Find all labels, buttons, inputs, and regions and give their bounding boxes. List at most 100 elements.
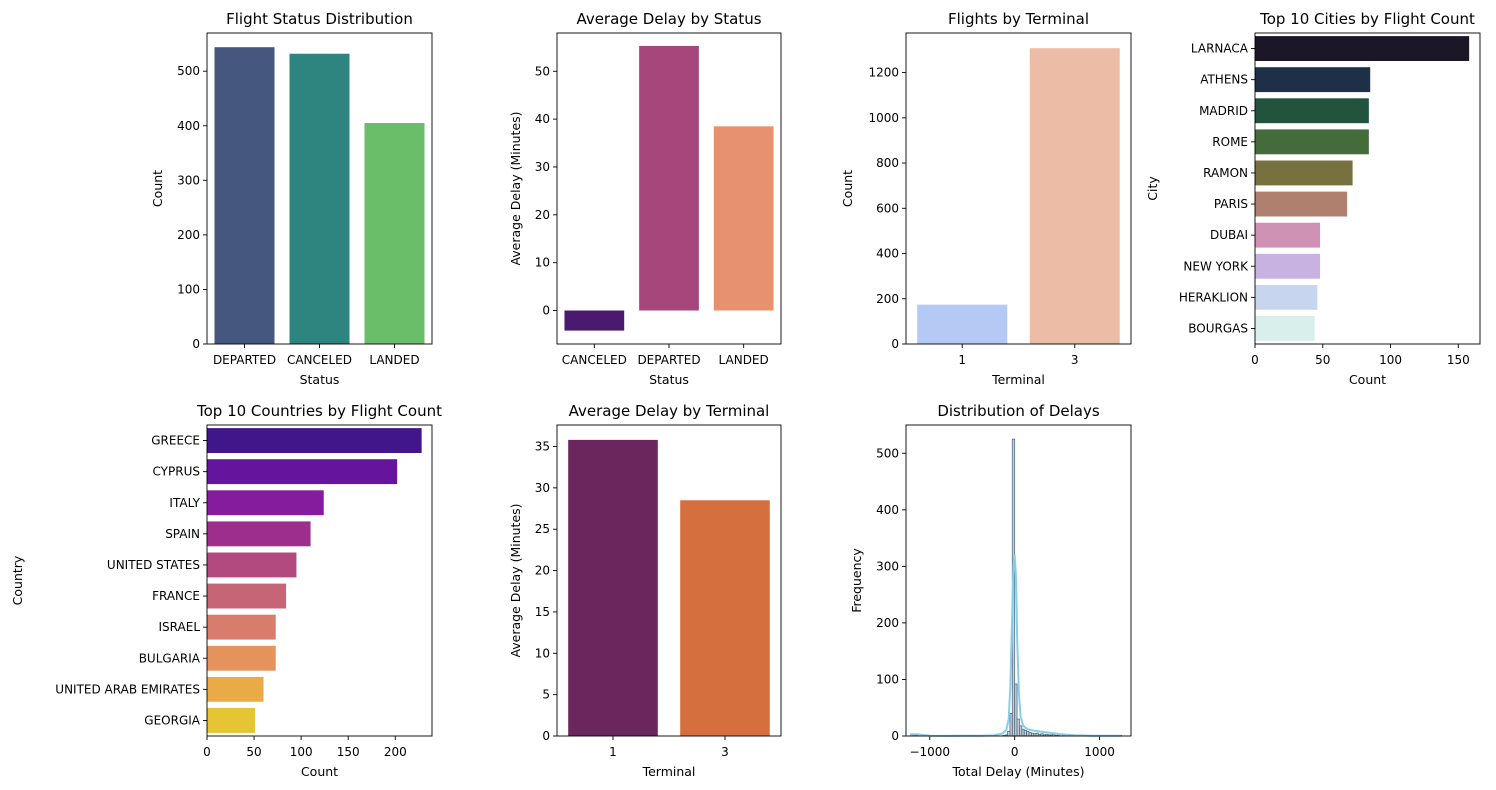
y-tick-label: NEW YORK [1183,259,1249,273]
chart-title: Flights by Terminal [948,10,1089,28]
axes-frame [206,32,433,345]
x-tick-label: 50 [246,745,261,759]
y-tick-label: 100 [876,672,899,686]
bar [207,552,297,578]
y-tick-label: 0 [891,729,899,743]
chart-title: Distribution of Delays [937,402,1100,420]
y-tick-label: 30 [535,160,550,174]
bar [713,126,774,311]
bar [214,47,275,344]
y-tick-label: PARIS [1214,197,1248,211]
y-tick-label: 0 [891,337,899,351]
bar [1255,191,1348,217]
y-tick-label: ISRAEL [159,620,201,634]
chart-title: Flight Status Distribution [226,10,413,28]
y-tick-label: DUBAI [1210,228,1248,242]
chart-title: Average Delay by Terminal [569,402,770,420]
y-tick-label: HERAKLION [1179,290,1248,304]
bar [207,521,311,547]
bar [1255,284,1318,310]
y-tick-label: CYPRUS [153,465,200,479]
x-tick-label: 150 [337,745,360,759]
y-axis-label: Frequency [849,548,864,613]
y-tick-label: 500 [876,446,899,460]
x-tick-label: 3 [1071,353,1079,367]
y-tick-label: 50 [535,64,550,78]
y-tick-label: 200 [177,228,200,242]
bar [364,123,425,345]
y-tick-label: 25 [535,522,550,536]
subplot-delay_distribution: 0 100 200 300 400 500 −1000 0 1000 Distribution o… [849,402,1132,779]
x-tick-label: LANDED [369,353,419,367]
subplot-top_countries: 0 50 100 150 200 GREECE CYPRUS ITALY SPAIN UNITED… [10,402,442,779]
bar [564,310,625,331]
chart-title: Top 10 Cities by Flight Count [1259,10,1475,28]
x-tick-label: DEPARTED [213,353,276,367]
bar [1255,160,1353,186]
y-tick-label: 300 [177,173,200,187]
y-tick-label: 100 [177,282,200,296]
y-tick-label: 800 [876,156,899,170]
y-axis-label: Average Delay (Minutes) [508,503,523,657]
x-axis-label: Terminal [642,764,696,779]
subplot-top_cities: 0 50 100 150 LARNACA ATHENS MADRID ROME RAMON PAR… [1145,10,1481,387]
bar [207,490,324,516]
bar [1255,222,1321,248]
x-tick-label: 0 [1011,745,1019,759]
y-tick-label: 5 [542,688,550,702]
x-tick-label: CANCELED [562,353,627,367]
y-tick-label: 0 [542,304,550,318]
bar [207,645,276,671]
bar [207,676,264,702]
axes-frame [206,424,433,737]
bar [1029,48,1120,345]
bar [639,45,699,311]
y-tick-label: 0 [542,729,550,743]
y-axis-label: Country [10,555,25,605]
x-tick-label: 100 [1379,353,1402,367]
y-tick-label: 15 [535,605,550,619]
bar [680,500,770,736]
y-tick-label: 1000 [868,111,899,125]
x-axis-label: Count [1349,372,1386,387]
y-tick-label: SPAIN [165,527,200,541]
y-tick-label: 400 [177,119,200,133]
y-axis-label: Count [840,170,855,207]
x-tick-label: LANDED [719,353,769,367]
y-tick-label: UNITED STATES [107,558,200,572]
bar [568,439,658,736]
y-tick-label: RAMON [1203,166,1248,180]
y-tick-label: 400 [876,247,899,261]
y-tick-label: 30 [535,481,550,495]
x-tick-label: DEPARTED [637,353,700,367]
bar [1255,316,1315,341]
axes-frame [556,32,782,345]
x-axis-label: Count [301,764,338,779]
y-tick-label: 0 [192,337,200,351]
y-tick-label: 10 [535,256,550,270]
y-tick-label: 20 [535,564,550,578]
bar [1255,129,1369,155]
axes-frame [556,424,782,737]
bar [917,304,1008,344]
y-tick-label: 300 [876,559,899,573]
chart-title: Top 10 Countries by Flight Count [196,402,442,420]
x-tick-label: 3 [721,745,729,759]
y-axis-label: Average Delay (Minutes) [508,111,523,265]
x-tick-label: 150 [1447,353,1470,367]
x-tick-label: 1 [609,745,617,759]
x-tick-label: 1000 [1084,745,1115,759]
bar [1255,253,1321,279]
bar [207,708,256,733]
x-axis-label: Status [649,372,689,387]
y-tick-label: 200 [876,616,899,630]
x-tick-label: 0 [203,745,211,759]
subplot-delay_by_status: 0 10 20 30 40 50 CANCELED DEPARTED LANDED Average… [508,10,782,387]
y-tick-label: MADRID [1199,104,1248,118]
chart-title: Average Delay by Status [576,10,761,28]
y-tick-label: FRANCE [152,589,200,603]
x-axis-label: Status [300,372,340,387]
subplot-status_count: 0 100 200 300 400 500 DEPARTED CANCELED LANDED Fl… [150,10,433,387]
bar [1255,36,1470,61]
